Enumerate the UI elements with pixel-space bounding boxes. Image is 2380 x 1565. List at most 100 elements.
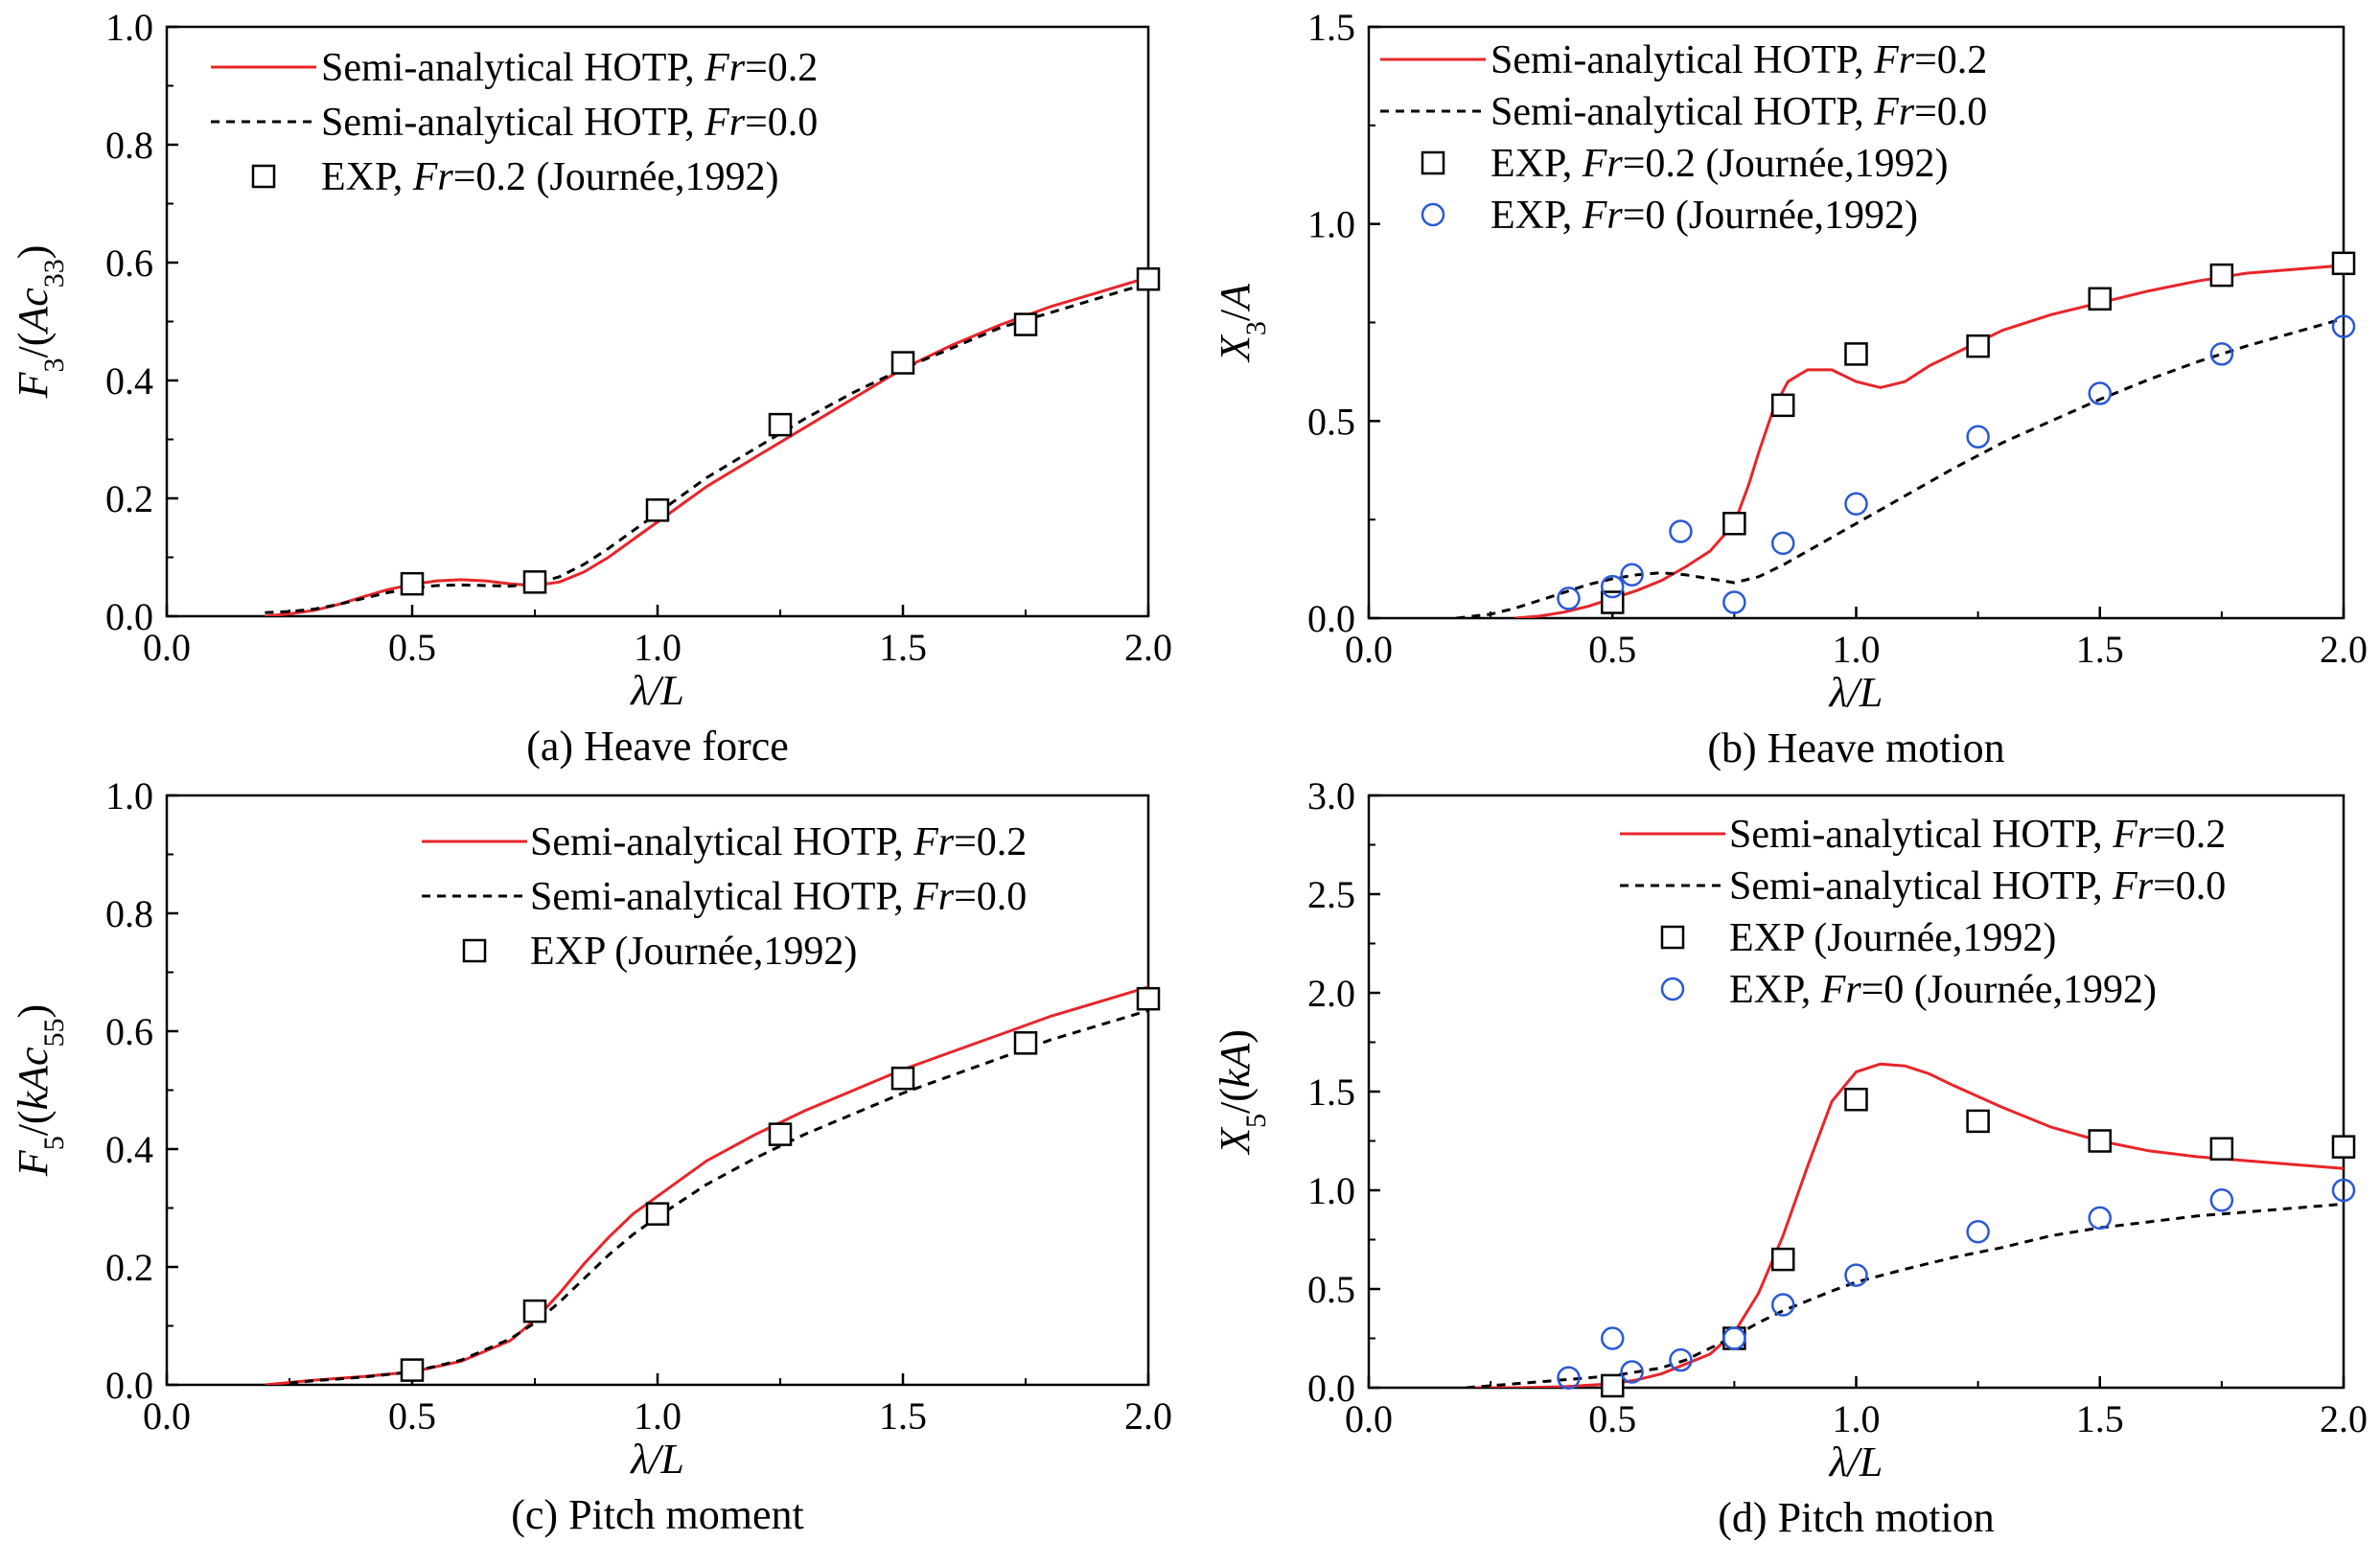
- y-tick-label: 0.4: [105, 1128, 153, 1171]
- data-point-square: [1770, 393, 1795, 418]
- y-tick-label: 1.0: [105, 774, 153, 817]
- data-point-circle: [2331, 1178, 2356, 1203]
- series-line-1: [1456, 316, 2344, 618]
- y-tick-label: 2.5: [1307, 873, 1355, 916]
- legend: Semi-analytical HOTP, Fr=0.2 Semi-analyti…: [1620, 813, 2226, 1012]
- y-tick-label: 0.0: [105, 1364, 153, 1407]
- legend-label: Semi-analytical HOTP, Fr=0.0: [1729, 864, 2226, 909]
- data-point-square: [1966, 334, 1990, 358]
- legend-label: EXP, Fr=0.2 (Journée,1992): [321, 155, 778, 199]
- x-tick-label: 1.0: [634, 1394, 682, 1438]
- y-tick-label: 3.0: [1307, 774, 1355, 817]
- data-point-square: [1013, 1031, 1038, 1055]
- x-tick-label: 0.5: [1588, 628, 1636, 671]
- y-tick-label: 0.0: [1307, 597, 1355, 640]
- y-tick-label: 1.0: [105, 6, 153, 49]
- data-point-circle: [1601, 1326, 1625, 1350]
- y-tick-label: 1.5: [1307, 6, 1355, 49]
- x-axis-label: λ/L: [629, 1436, 684, 1483]
- x-tick-label: 2.0: [1124, 626, 1172, 669]
- y-tick-label: 0.0: [1307, 1367, 1355, 1410]
- data-point-square: [768, 412, 793, 437]
- legend-circle-marker: [1660, 977, 1685, 1001]
- data-point-circle: [1557, 587, 1581, 610]
- legend-label: Semi-analytical HOTP, Fr=0.0: [530, 875, 1027, 919]
- data-point-square: [768, 1122, 793, 1146]
- data-point-square: [522, 1299, 547, 1323]
- series-line-1: [265, 282, 1148, 614]
- x-tick-label: 1.5: [879, 1394, 927, 1438]
- legend-label: EXP, Fr=0 (Journée,1992): [1729, 968, 2157, 1012]
- x-tick-label: 1.0: [1833, 1397, 1881, 1440]
- data-point-circle: [2088, 381, 2112, 405]
- data-point-circle: [1722, 1326, 1746, 1350]
- y-axis-label: X5/(kA): [1212, 1029, 1272, 1156]
- data-point-square: [1136, 986, 1161, 1011]
- data-point-circle: [1770, 531, 1795, 556]
- data-point-square: [2331, 251, 2356, 276]
- legend-label: Semi-analytical HOTP, Fr=0.0: [1490, 90, 1987, 134]
- data-point-circle: [2209, 342, 2234, 366]
- panel-caption: (a) Heave force: [526, 723, 789, 770]
- legend-label: Semi-analytical HOTP, Fr=0.2: [1490, 38, 1987, 82]
- y-tick-label: 0.5: [1307, 400, 1355, 443]
- data-point-circle: [1620, 563, 1644, 587]
- legend: Semi-analytical HOTP, Fr=0.2 Semi-analyti…: [422, 820, 1027, 974]
- y-axis-label: F3/(Ac33): [10, 245, 70, 400]
- legend-label: EXP, Fr=0 (Journée,1992): [1490, 194, 1918, 238]
- legend: Semi-analytical HOTP, Fr=0.2 Semi-analyti…: [211, 46, 818, 199]
- data-point-circle: [2088, 1206, 2112, 1231]
- x-tick-label: 0.0: [1345, 628, 1393, 671]
- y-tick-label: 0.5: [1307, 1268, 1355, 1311]
- legend: Semi-analytical HOTP, Fr=0.2 Semi-analyti…: [1380, 38, 1987, 238]
- data-point-square: [400, 1358, 425, 1382]
- series-line-0: [265, 985, 1148, 1385]
- y-tick-label: 1.5: [1307, 1070, 1355, 1114]
- data-point-square: [2088, 287, 2112, 311]
- x-axis-label: λ/L: [1828, 669, 1883, 716]
- legend-circle-marker: [1421, 202, 1445, 227]
- legend-label: Semi-analytical HOTP, Fr=0.2: [530, 820, 1027, 864]
- legend-label: EXP, Fr=0.2 (Journée,1992): [1490, 142, 1948, 186]
- data-point-circle: [1557, 1366, 1581, 1390]
- chart-panel-0: 0.0 0.5 1.0 1.5 2.00.00.20.40.60.81.0λ/LF3/(…: [10, 6, 1172, 770]
- data-point-square: [890, 351, 915, 375]
- y-tick-label: 0.0: [105, 595, 153, 638]
- y-tick-label: 1.0: [1307, 1169, 1355, 1212]
- chart-panel-1: 0.0 0.5 1.0 1.5 2.0 0.0 0.5 1.0 1.5 λ/L X3/A (b) He…: [1212, 6, 2368, 771]
- x-tick-label: 0.5: [1588, 1397, 1636, 1440]
- data-point-square: [2088, 1129, 2112, 1153]
- legend-square-marker: [1660, 925, 1685, 950]
- legend-label: EXP (Journée,1992): [530, 930, 857, 974]
- data-point-square: [1601, 590, 1625, 614]
- y-axis-label: F5/(kAc55): [10, 1004, 70, 1177]
- legend-square-marker: [251, 164, 276, 189]
- data-point-square: [1013, 312, 1038, 336]
- data-point-square: [645, 1202, 670, 1226]
- data-point-circle: [1844, 492, 1868, 516]
- data-point-square: [645, 498, 670, 522]
- y-tick-label: 0.2: [105, 1246, 153, 1289]
- data-point-square: [400, 571, 425, 596]
- x-tick-label: 0.5: [388, 1394, 436, 1438]
- panel-caption: (b) Heave motion: [1707, 725, 2004, 771]
- x-tick-label: 1.5: [879, 626, 927, 669]
- data-point-square: [2331, 1135, 2356, 1159]
- x-tick-label: 0.0: [1345, 1397, 1393, 1440]
- series-line-1: [1466, 1202, 2344, 1388]
- y-tick-label: 0.8: [105, 124, 153, 167]
- legend-label: Semi-analytical HOTP, Fr=0.0: [321, 101, 818, 145]
- x-tick-label: 1.0: [634, 626, 682, 669]
- data-point-square: [1601, 1373, 1625, 1398]
- x-tick-label: 0.0: [143, 626, 191, 669]
- data-point-circle: [1966, 425, 1990, 449]
- y-tick-label: 0.6: [105, 1010, 153, 1053]
- x-tick-label: 2.0: [1124, 1394, 1172, 1438]
- chart-panel-2: 0.0 0.5 1.0 1.5 2.00.00.20.40.60.81.0λ/LF5/(…: [10, 774, 1172, 1538]
- legend-label: Semi-analytical HOTP, Fr=0.2: [1729, 813, 2226, 857]
- legend-square-marker: [1421, 150, 1445, 175]
- y-tick-label: 0.8: [105, 892, 153, 935]
- series-line-1: [289, 1009, 1148, 1385]
- data-point-square: [1844, 1087, 1868, 1112]
